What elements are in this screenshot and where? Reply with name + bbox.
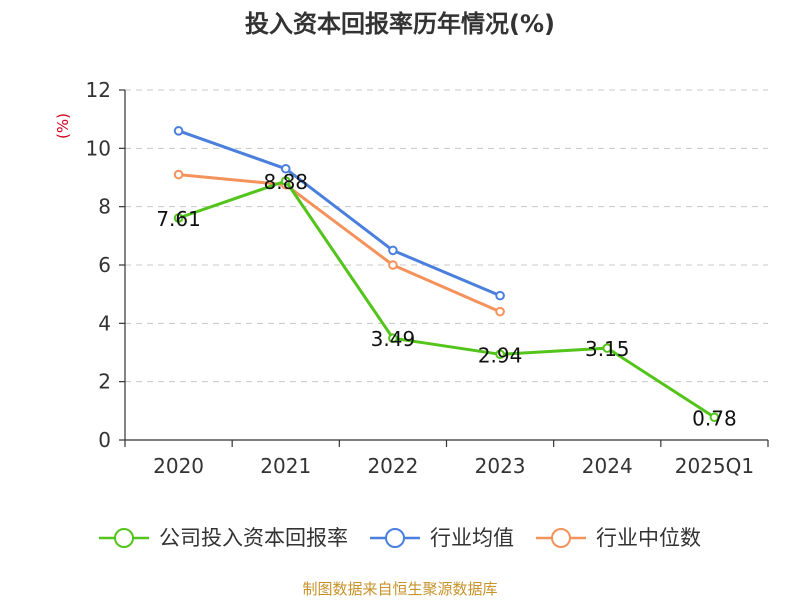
data-label: 8.88 xyxy=(263,170,308,194)
series-line-1 xyxy=(178,129,501,297)
series-line-2 xyxy=(178,173,501,314)
series-point-0 xyxy=(602,343,613,353)
x-tick-label: 2023 xyxy=(475,454,526,478)
data-label: 3.49 xyxy=(371,327,416,351)
series-point-2 xyxy=(388,260,398,270)
y-tick-label: 6 xyxy=(98,253,111,277)
data-label: 3.15 xyxy=(585,337,630,361)
x-tick-label: 2025Q1 xyxy=(675,454,754,478)
legend-marker-icon xyxy=(385,528,405,548)
source-note: 制图数据来自恒生聚源数据库 xyxy=(302,580,497,598)
series-point-2 xyxy=(173,169,184,180)
data-label: 7.61 xyxy=(156,207,201,231)
y-tick-label: 12 xyxy=(86,78,111,102)
legend-item-2[interactable]: 行业中位数 xyxy=(536,526,701,550)
legend-item-1[interactable]: 行业均值 xyxy=(370,526,514,550)
legend-label: 公司投入资本回报率 xyxy=(159,526,348,550)
x-tick-label: 2020 xyxy=(153,454,204,478)
axes: 0 2 4 6 8 10 12 2020 2021 2022 2023 2024 2025Q1 xyxy=(86,78,769,478)
x-tick-label: 2022 xyxy=(367,454,418,478)
legend-marker-icon xyxy=(551,528,571,548)
series-point-0 xyxy=(495,349,505,360)
series-point-1 xyxy=(173,126,184,136)
data-label: 2.94 xyxy=(478,343,523,367)
series-point-0 xyxy=(709,412,720,423)
series-lines xyxy=(173,126,720,423)
series-point-1 xyxy=(280,163,291,174)
x-tick-label: 2021 xyxy=(260,454,311,478)
legend-label: 行业中位数 xyxy=(596,526,701,550)
x-tick-label: 2024 xyxy=(582,454,633,478)
chart-title: 投入资本回报率历年情况(%) xyxy=(245,10,555,38)
data-label: 0.78 xyxy=(692,406,737,430)
legend-item-0[interactable]: 公司投入资本回报率 xyxy=(99,526,348,550)
legend-marker-icon xyxy=(114,528,134,548)
y-tick-label: 4 xyxy=(98,311,111,335)
y-tick-label: 2 xyxy=(98,370,111,394)
series-point-0 xyxy=(173,213,184,223)
data-labels: 7.61 8.88 3.49 2.94 3.15 0.78 xyxy=(156,170,736,430)
legend: 公司投入资本回报率 行业均值 行业中位数 xyxy=(99,526,701,550)
y-axis-unit-label: (%) xyxy=(54,113,72,139)
y-tick-label: 8 xyxy=(98,195,111,219)
series-point-0 xyxy=(388,333,398,344)
y-tick-label: 0 xyxy=(98,428,111,452)
series-point-0 xyxy=(280,176,291,186)
gridlines xyxy=(125,89,768,383)
series-point-1 xyxy=(495,290,505,301)
series-point-2 xyxy=(495,306,505,317)
legend-label: 行业均值 xyxy=(430,526,514,550)
series-line-0 xyxy=(178,179,716,419)
y-tick-label: 10 xyxy=(86,136,111,160)
series-point-1 xyxy=(388,245,398,256)
